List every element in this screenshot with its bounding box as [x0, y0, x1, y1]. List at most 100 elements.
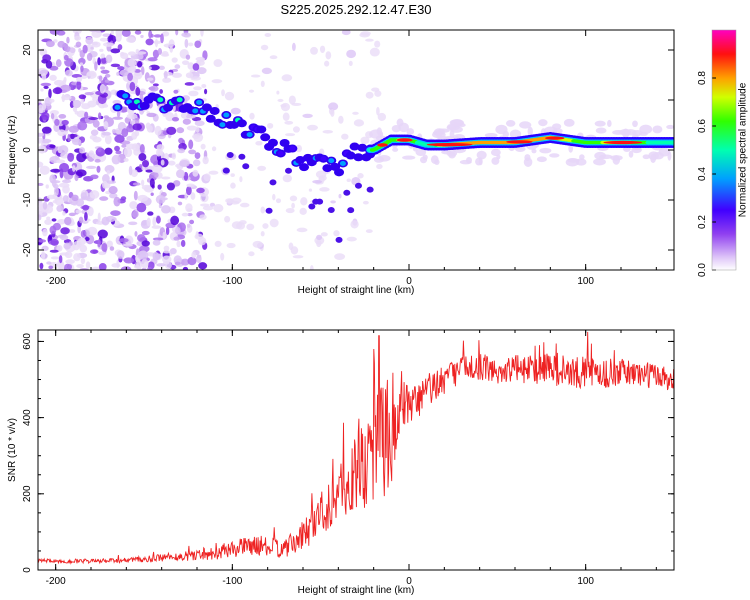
ridge-branch — [327, 206, 335, 213]
noise-blob — [121, 30, 131, 37]
noise-blob — [171, 68, 179, 72]
noise-blob — [117, 44, 123, 51]
noise-blob — [188, 42, 194, 47]
noise-blob — [152, 239, 161, 246]
noise-blob — [163, 250, 171, 254]
noise-blob — [106, 240, 113, 248]
noise-blob — [65, 259, 75, 265]
noise-blob — [185, 114, 197, 119]
noise-blob — [88, 117, 99, 121]
noise-blob — [51, 218, 57, 222]
noise-blob — [69, 47, 76, 54]
noise-blob — [184, 38, 189, 48]
ridge-core — [196, 99, 203, 105]
halo-blob — [495, 124, 508, 135]
noise-blob — [148, 30, 153, 39]
noise-blob — [109, 193, 118, 199]
noise-blob — [338, 193, 342, 199]
noise-blob — [193, 133, 204, 143]
noise-blob — [260, 231, 265, 237]
ridge-blob — [256, 125, 267, 134]
noise-blob — [152, 251, 159, 261]
noise-blob — [318, 175, 327, 181]
noise-blob — [126, 113, 138, 120]
noise-blob — [194, 40, 202, 48]
noise-blob — [201, 83, 207, 88]
noise-blob — [200, 203, 210, 207]
noise-blob — [194, 152, 201, 159]
noise-blob — [62, 79, 67, 84]
halo-blob — [476, 150, 487, 160]
noise-blob — [151, 164, 163, 173]
noise-blob — [211, 146, 217, 152]
noise-blob — [97, 57, 101, 66]
noise-blob — [338, 115, 344, 124]
noise-blob — [188, 149, 197, 155]
noise-blob — [348, 60, 353, 66]
noise-blob — [38, 145, 47, 154]
noise-blob — [133, 70, 143, 80]
ridge-branch — [335, 236, 343, 243]
noise-blob — [185, 54, 191, 60]
band-inner — [675, 141, 681, 145]
noise-blob — [54, 118, 60, 126]
noise-blob — [78, 94, 87, 100]
noise-blob — [116, 250, 125, 259]
noise-blob — [79, 147, 86, 154]
noise-blob — [174, 226, 181, 235]
noise-blob — [177, 148, 186, 154]
noise-blob — [97, 239, 101, 248]
noise-blob — [100, 53, 106, 59]
halo-blob — [607, 119, 612, 128]
noise-blob — [193, 86, 202, 91]
snr-series — [38, 331, 674, 565]
noise-blob — [252, 240, 263, 248]
noise-blob — [140, 179, 145, 187]
noise-blob — [169, 46, 174, 53]
noise-blob — [132, 123, 142, 131]
noise-blob — [56, 30, 66, 36]
noise-blob — [152, 83, 159, 87]
noise-blob — [166, 182, 175, 191]
chart-title: S225.2025.292.12.47.E30 — [280, 2, 431, 17]
y-tick-label: 0 — [22, 567, 33, 573]
noise-blob — [90, 129, 99, 136]
noise-blob — [58, 114, 67, 119]
noise-blob — [104, 134, 112, 145]
noise-blob — [341, 133, 349, 140]
noise-blob — [38, 161, 44, 168]
noise-blob — [220, 252, 225, 261]
noise-blob — [350, 220, 359, 229]
noise-blob — [98, 75, 103, 82]
noise-blob — [199, 214, 207, 220]
noise-blob — [128, 221, 138, 226]
noise-blob — [295, 144, 303, 153]
ridge-core — [339, 160, 346, 166]
noise-blob — [192, 63, 200, 71]
noise-blob — [163, 43, 174, 48]
halo-blob — [628, 150, 634, 158]
noise-blob — [365, 38, 374, 42]
noise-blob — [57, 261, 65, 270]
noise-blob — [60, 84, 71, 93]
noise-blob — [282, 174, 292, 183]
noise-blob — [211, 79, 223, 84]
halo-blob — [595, 127, 607, 134]
noise-blob — [192, 169, 199, 177]
noise-blob — [56, 244, 63, 252]
noise-blob — [154, 38, 159, 48]
x-tick-label: -200 — [46, 276, 66, 287]
ridge-blob — [334, 168, 345, 177]
noise-blob — [165, 226, 170, 236]
noise-blob — [104, 147, 113, 155]
x-tick-label: -200 — [46, 576, 66, 587]
noise-blob — [56, 205, 63, 212]
ridge-blob — [267, 138, 278, 147]
noise-blob — [135, 51, 147, 55]
noise-blob — [71, 194, 79, 202]
noise-blob — [346, 236, 357, 242]
noise-blob — [341, 30, 351, 36]
noise-blob — [66, 36, 70, 44]
noise-blob — [57, 234, 67, 239]
noise-blob — [188, 139, 194, 150]
